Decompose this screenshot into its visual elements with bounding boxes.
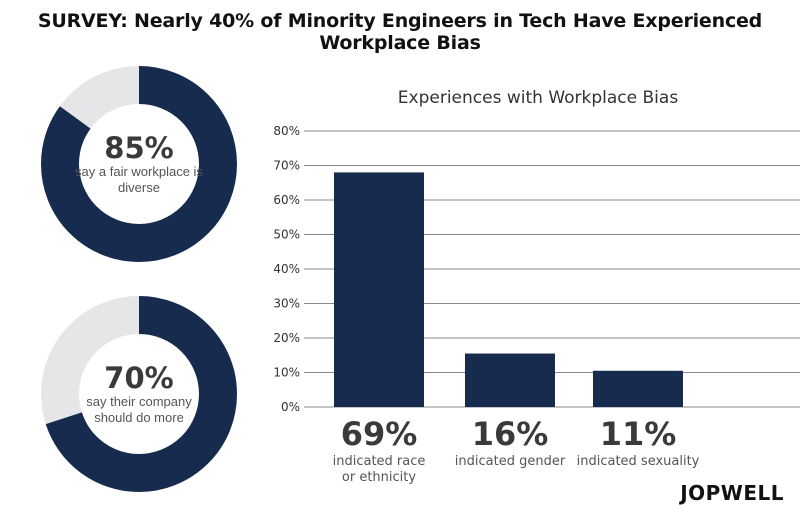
donut-percent: 70% [104, 361, 174, 395]
category-caption: indicated race [333, 454, 426, 469]
donut-value-arc [41, 296, 237, 492]
y-tick-label: 50% [273, 228, 300, 242]
category-percent-label: 16% [472, 415, 549, 453]
donut-value-arc [41, 66, 237, 262]
donut-caption: say a fair workplace is diverse [75, 164, 203, 195]
chart-title: Experiences with Workplace Bias [398, 88, 679, 108]
y-tick-label: 70% [273, 159, 300, 173]
category-percent-label: 69% [341, 415, 418, 453]
y-tick-label: 80% [273, 124, 300, 138]
page-title: SURVEY: Nearly 40% of Minority Engineers… [37, 10, 763, 54]
category-caption: indicated sexuality [577, 454, 700, 469]
y-tick-label: 60% [273, 193, 300, 207]
donut-fair-workplace: 85% say a fair workplace is diverse [41, 66, 237, 262]
donut-company-do-more: 70% say their company should do more [41, 296, 237, 492]
donut-chart-svg [41, 66, 237, 262]
bar [334, 172, 424, 407]
donut-caption: say their company should do more [86, 394, 192, 425]
bar [465, 353, 555, 407]
category-caption: or ethnicity [342, 470, 416, 485]
jopwell-logo: JOPWELL [680, 481, 784, 505]
donut-chart-svg [41, 296, 237, 492]
bar [593, 370, 683, 407]
bar-chart: Experiences with Workplace Bias 0% 10% 20%… [273, 88, 800, 485]
y-tick-label: 20% [273, 331, 300, 345]
y-tick-label: 0% [281, 400, 300, 414]
category-caption: indicated gender [455, 454, 566, 469]
donut-percent: 85% [104, 131, 174, 165]
y-tick-label: 10% [273, 366, 300, 380]
category-percent-label: 11% [600, 415, 677, 453]
y-tick-label: 40% [273, 262, 300, 276]
y-tick-label: 30% [273, 297, 300, 311]
